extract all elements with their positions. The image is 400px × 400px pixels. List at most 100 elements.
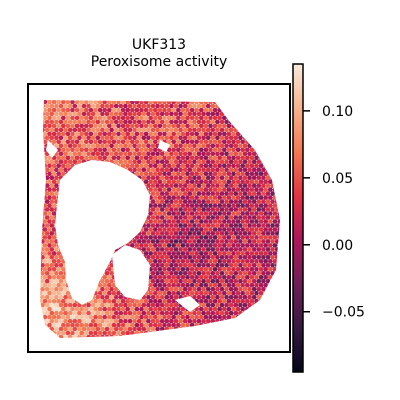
spot (97, 139, 103, 145)
spot (196, 175, 202, 180)
spot (79, 107, 84, 113)
spot (88, 155, 94, 161)
spot (176, 306, 181, 312)
spot (44, 302, 50, 308)
spot (61, 330, 66, 336)
spot (205, 191, 211, 196)
spot (49, 239, 55, 244)
spot (146, 223, 151, 228)
spot (212, 155, 218, 161)
spot (226, 147, 232, 153)
spot (97, 131, 103, 137)
spot (90, 326, 96, 332)
spot (228, 302, 234, 308)
spot (176, 203, 181, 208)
spot (196, 167, 202, 172)
spot (182, 239, 188, 244)
spot (212, 259, 218, 264)
spot (192, 239, 197, 244)
spot (120, 107, 126, 113)
spot (256, 247, 262, 252)
spot (182, 199, 188, 204)
spot (208, 275, 213, 280)
spot (242, 151, 248, 157)
spot (222, 290, 227, 296)
spot (210, 278, 216, 284)
spot (118, 294, 124, 300)
spot (199, 298, 204, 304)
spot (63, 135, 68, 141)
spot (116, 139, 121, 145)
spot (263, 251, 269, 256)
spot (219, 263, 225, 268)
spot (210, 183, 216, 188)
spot (130, 139, 135, 145)
spot (93, 139, 98, 145)
spot (84, 139, 89, 145)
spot (217, 123, 222, 129)
spot (56, 107, 61, 113)
spot (77, 310, 82, 316)
spot (70, 100, 75, 105)
spot (125, 131, 130, 137)
spot (171, 203, 176, 208)
spot (196, 111, 202, 117)
spot (222, 219, 227, 224)
spot (155, 127, 160, 133)
spot (228, 199, 234, 204)
spot (81, 326, 87, 332)
spot (72, 334, 78, 338)
spot (153, 282, 158, 288)
spot (176, 282, 181, 288)
spot (67, 127, 73, 133)
spot (196, 318, 202, 324)
spot (203, 123, 209, 129)
spot (56, 306, 61, 312)
spot (61, 100, 66, 105)
spot (189, 163, 195, 168)
spot (231, 171, 236, 176)
spot (157, 235, 163, 240)
spot (270, 239, 275, 244)
spot (272, 211, 278, 216)
spot (116, 155, 121, 161)
spot (58, 334, 64, 338)
spot (136, 143, 142, 149)
spot (182, 223, 188, 228)
spot (180, 163, 186, 168)
spot (54, 127, 59, 133)
spot (157, 298, 163, 304)
spot (228, 135, 234, 141)
spot (159, 127, 165, 133)
spot (104, 119, 110, 125)
spot (136, 103, 142, 109)
spot (157, 171, 163, 176)
spot (84, 306, 89, 312)
spot (134, 322, 140, 328)
spot (258, 195, 264, 200)
spot (141, 127, 147, 133)
spot (199, 179, 204, 184)
spot (70, 314, 75, 320)
spot (70, 155, 75, 161)
spot (58, 326, 64, 332)
spot (49, 167, 55, 172)
spot (199, 163, 204, 168)
spot (249, 290, 255, 296)
spot (203, 251, 209, 256)
spot (125, 306, 130, 312)
spot (205, 278, 211, 284)
spot (180, 171, 186, 176)
spot (63, 143, 68, 149)
spot (235, 267, 241, 272)
spot (180, 179, 186, 184)
spot (226, 275, 232, 280)
spot (201, 215, 206, 220)
spot (178, 135, 183, 141)
spot (180, 235, 186, 240)
spot (245, 298, 250, 304)
spot (180, 195, 186, 200)
spot (199, 131, 204, 137)
spot (235, 203, 241, 208)
spot (176, 139, 181, 145)
